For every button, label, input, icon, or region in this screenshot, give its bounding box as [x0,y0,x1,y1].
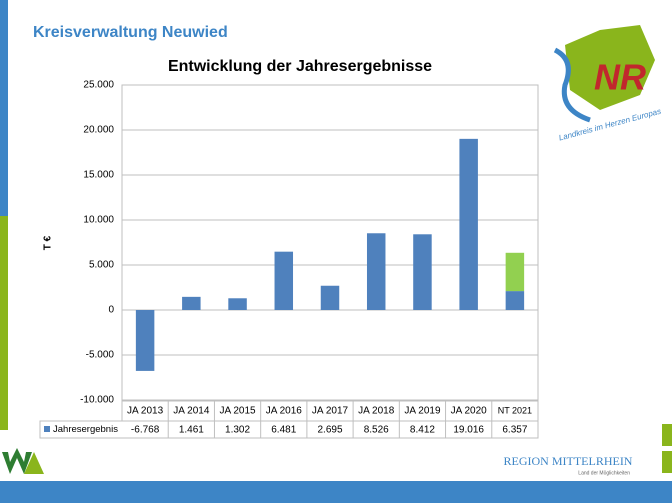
value-label: 1.461 [179,425,204,436]
chart-title: Entwicklung der Jahresergebnisse [168,58,432,75]
wa-logo [2,448,44,474]
table-frame [39,420,539,439]
value-label: -6.768 [131,425,160,436]
x-tick-label: JA 2015 [219,406,256,417]
x-tick-label: JA 2018 [358,406,395,417]
landkreis-logo: NR Landkreis im Herzen Europas [553,25,662,143]
bar-segment [505,291,525,310]
value-label: 8.412 [410,425,435,436]
bar [413,234,432,310]
slide-title: Kreisverwaltung Neuwied [33,24,228,41]
stacked-bar [505,252,525,310]
y-tick-label: 5.000 [89,260,114,271]
value-label: 19.016 [453,425,484,436]
x-tick-label: JA 2017 [312,406,349,417]
value-label: 1.302 [225,425,250,436]
y-tick-label: -5.000 [86,350,115,361]
footer-band [0,481,672,503]
x-tick-label: JA 2014 [173,406,210,417]
bar [320,285,340,310]
y-tick-label: 25.000 [83,80,114,91]
bar [274,251,294,310]
y-tick-label: 10.000 [83,215,114,226]
bar [459,138,478,310]
legend-label: Jahresergebnis [53,424,118,435]
x-tick-label: JA 2019 [404,406,441,417]
y-tick-label: 20.000 [83,125,114,136]
side-mark [662,424,672,446]
svg-text:NR: NR [594,57,646,98]
bar-segment [505,252,525,292]
x-tick-label: JA 2013 [127,406,164,417]
x-tick-label: NT 2021 [498,405,532,415]
x-tick-label: JA 2016 [266,406,303,417]
region-sub: Land der Möglichkeiten [578,470,630,476]
bar [228,298,247,310]
region-logo: REGION MITTELRHEIN [504,454,633,468]
value-label: 2.695 [317,425,342,436]
bar [135,310,155,371]
bar [182,296,201,310]
value-label: 6.357 [502,425,527,436]
side-mark [662,451,672,473]
value-label: 6.481 [271,425,296,436]
x-tick-label: JA 2020 [451,406,488,417]
y-tick-label: 15.000 [83,170,114,181]
value-label: 8.526 [364,425,389,436]
stripe-green [0,216,8,430]
legend-swatch [44,426,50,432]
stripe-blue [0,0,8,216]
bar [366,233,386,310]
y-tick-label: -10.000 [80,395,114,406]
y-axis-label: T € [43,235,54,250]
y-tick-label: 0 [108,305,114,316]
chart: -10.000 -5.000 0 5.000 10.000 15.000 20.000 25.… [39,80,539,439]
